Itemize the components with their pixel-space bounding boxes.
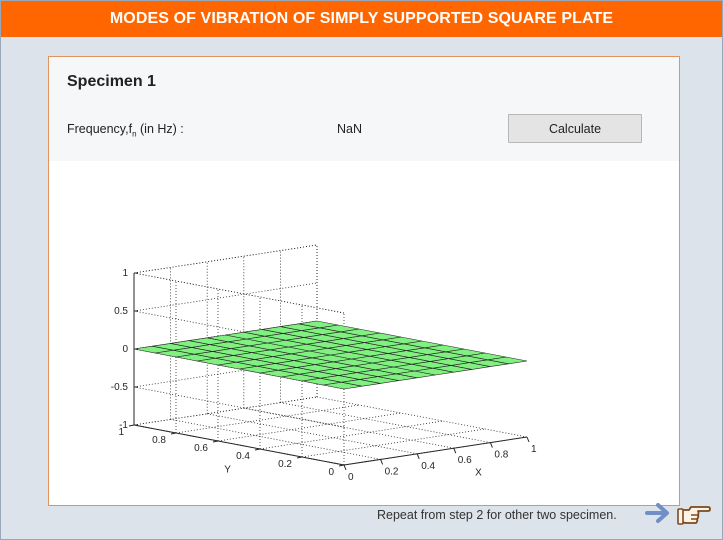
x-tick-label: 0 [348, 472, 354, 483]
grid-line [133, 396, 318, 426]
x-tick-label: 0.4 [421, 461, 435, 472]
grid-line [280, 402, 491, 443]
specimen-title: Specimen 1 [67, 73, 156, 90]
y-tick-label: 0.6 [194, 443, 208, 454]
frequency-label-unit: (in Hz) : [136, 122, 184, 136]
z-tick-label: 1 [122, 268, 128, 279]
grid-line [207, 413, 418, 455]
y-tick [296, 456, 303, 459]
surface-cell [298, 320, 339, 329]
y-tick [338, 464, 345, 467]
z-tick-label: -0.5 [111, 382, 129, 393]
x-tick [453, 448, 457, 454]
y-axis-label: Y [224, 464, 231, 475]
y-tick-label: 1 [118, 427, 124, 438]
frequency-label-main: Frequency,f [67, 122, 133, 136]
pointing-hand-icon[interactable] [677, 497, 711, 527]
y-axis-line [133, 424, 345, 466]
x-axis-label: X [475, 468, 482, 479]
x-tick [380, 459, 384, 465]
grid-line [217, 412, 402, 442]
grid-line [133, 282, 318, 312]
y-tick-label: 0.8 [152, 435, 166, 446]
grid-line [301, 428, 486, 458]
grid-line [175, 404, 360, 434]
grid-line [133, 358, 318, 388]
frequency-label-subscript: n [132, 129, 137, 139]
x-tick-label: 0.8 [494, 450, 508, 461]
y-tick-label: 0.2 [278, 459, 292, 470]
x-tick-label: 0.2 [385, 466, 399, 477]
y-tick-label: 0 [328, 467, 334, 478]
z-tick-label: 0 [122, 344, 128, 355]
page-header: MODES OF VIBRATION OF SIMPLY SUPPORTED S… [1, 1, 722, 37]
arrow-right-icon [645, 503, 669, 523]
y-tick [170, 432, 177, 435]
grid-line [316, 396, 528, 438]
grid-line [259, 420, 444, 450]
x-tick [343, 464, 347, 471]
x-tick [526, 436, 530, 443]
calculate-button[interactable]: Calculate [508, 114, 642, 143]
surface-plot-svg: 00.20.40.60.8100.20.40.60.81-1-0.500.51X… [111, 244, 537, 483]
box-edge [133, 244, 318, 274]
frequency-value: NaN [337, 122, 363, 136]
box-edge [133, 272, 345, 314]
surface-plot[interactable]: 0 0.2 0.4 0.6 0.8 1 0 0.2 0.4 0.6 0.8 1 -1 -0.5 0 0.5 1 X… [49, 161, 679, 503]
footer-instruction: Repeat from step 2 for other two specime… [377, 508, 617, 522]
page-title: MODES OF VIBRATION OF SIMPLY SUPPORTED S… [109, 10, 614, 27]
y-tick-label: 0.4 [236, 451, 250, 462]
frequency-label: Frequency,fn (in Hz) : [67, 122, 184, 139]
z-tick-label: -1 [119, 420, 128, 431]
y-tick [254, 448, 261, 451]
x-tick [489, 442, 493, 448]
x-tick [416, 453, 420, 459]
specimen-panel: Specimen 1 Frequency,fn (in Hz) : NaN Ca… [48, 56, 680, 506]
x-tick-label: 0.6 [458, 455, 472, 466]
specimen-controls: Specimen 1 Frequency,fn (in Hz) : NaN Ca… [49, 57, 679, 161]
y-tick [212, 440, 219, 443]
grid-line [133, 272, 345, 314]
x-tick-label: 1 [531, 444, 537, 455]
y-tick [128, 424, 135, 427]
z-tick-label: 0.5 [114, 306, 128, 317]
x-axis-line [343, 436, 528, 466]
grid-line [133, 386, 345, 428]
